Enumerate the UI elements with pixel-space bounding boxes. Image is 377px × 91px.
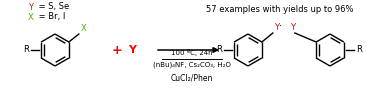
Text: ·: · xyxy=(279,21,282,31)
Text: CuCl₂/Phen: CuCl₂/Phen xyxy=(171,74,213,83)
Text: 100 ºC, 24h: 100 ºC, 24h xyxy=(171,50,213,57)
Text: R: R xyxy=(216,46,222,55)
Text: Y: Y xyxy=(28,2,33,11)
Text: = S, Se: = S, Se xyxy=(36,2,69,11)
Text: 57 examples with yields up to 96%: 57 examples with yields up to 96% xyxy=(206,4,354,13)
Text: X: X xyxy=(81,24,87,33)
Text: (nBu)₄NF, Cs₂CO₃, H₂O: (nBu)₄NF, Cs₂CO₃, H₂O xyxy=(153,62,231,68)
Text: Y: Y xyxy=(290,23,295,32)
Text: Y: Y xyxy=(274,23,279,32)
Text: +: + xyxy=(112,43,122,57)
Text: Y: Y xyxy=(128,45,136,55)
Text: R: R xyxy=(356,46,362,55)
Text: X: X xyxy=(28,12,34,21)
Text: = Br, I: = Br, I xyxy=(36,12,65,21)
Text: R: R xyxy=(23,46,29,55)
